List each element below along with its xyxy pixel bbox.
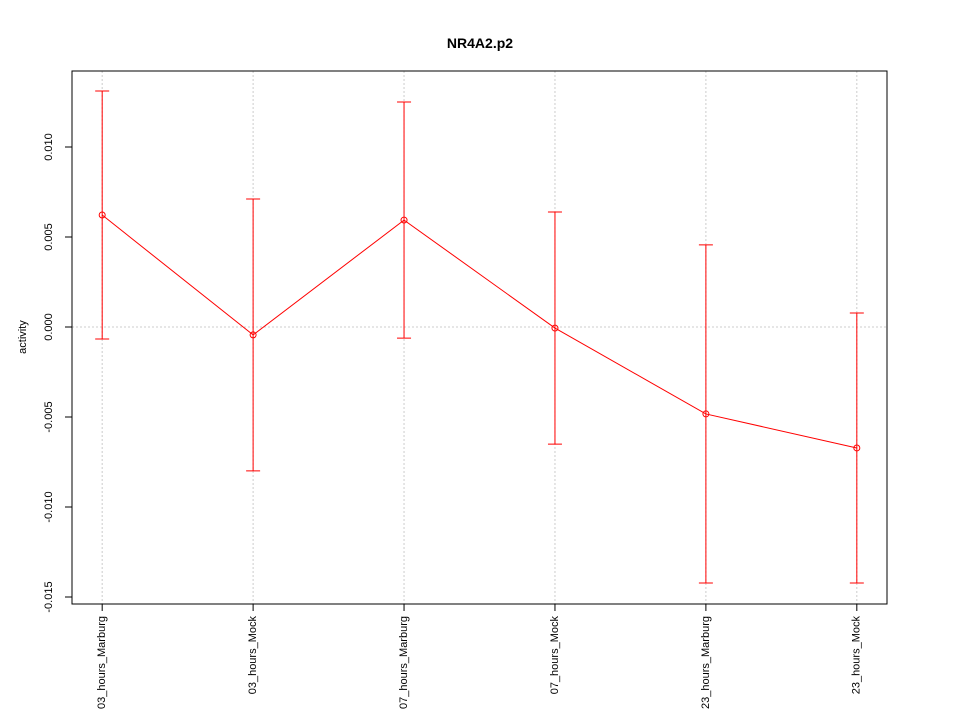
y-tick-label: 0.010: [43, 133, 55, 161]
x-tick-label: 07_hours_Marburg: [398, 616, 410, 709]
y-tick-label: -0.015: [43, 581, 55, 612]
x-tick-label: 23_hours_Marburg: [700, 616, 712, 709]
data-point: [249, 331, 257, 339]
data-point: [853, 444, 861, 452]
data-point: [98, 211, 106, 219]
x-tick-label: 07_hours_Mock: [549, 616, 561, 695]
y-tick-label: -0.005: [43, 401, 55, 432]
chart-title: NR4A2.p2: [447, 35, 513, 51]
x-tick-label: 03_hours_Marburg: [96, 616, 108, 709]
plot-frame: [71, 70, 888, 605]
x-tick-label: 23_hours_Mock: [851, 616, 863, 695]
y-tick-label: 0.000: [43, 313, 55, 341]
data-point: [551, 324, 559, 332]
y-axis-label: activity: [17, 320, 29, 354]
data-point: [702, 410, 710, 418]
data-point: [400, 216, 408, 224]
x-tick-label: 03_hours_Mock: [247, 616, 259, 695]
y-tick-label: -0.010: [43, 491, 55, 522]
data-line: [101, 214, 857, 449]
y-tick-label: 0.005: [43, 223, 55, 251]
error-bar: [849, 312, 864, 584]
error-bar: [95, 90, 110, 340]
